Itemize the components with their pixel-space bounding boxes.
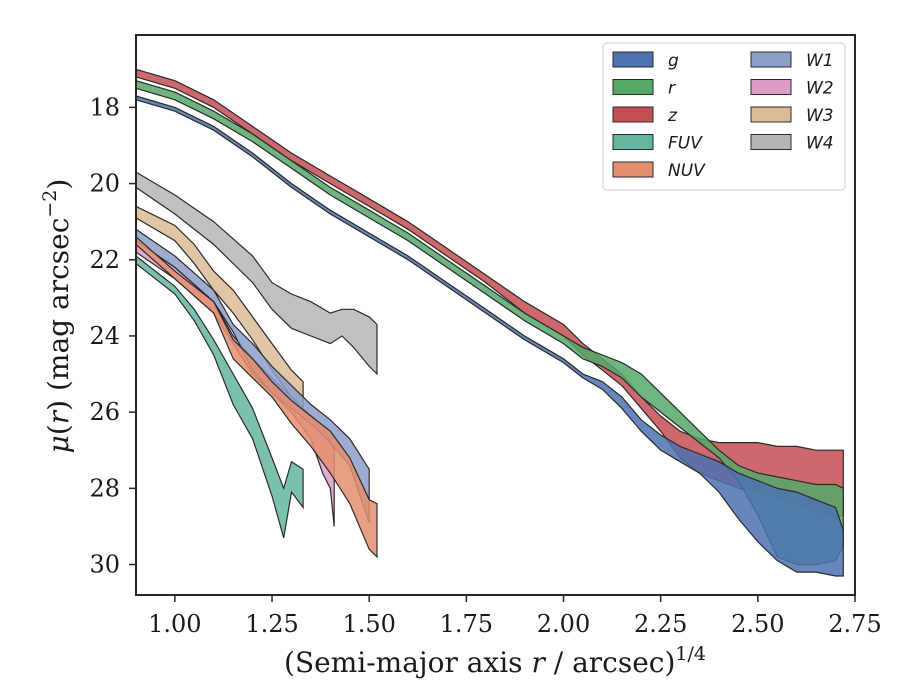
- legend-label-w3: W3: [806, 106, 834, 126]
- series-bands: [135, 68, 844, 577]
- legend-label-g: g: [668, 51, 679, 71]
- legend-label-fuv: FUV: [668, 134, 703, 154]
- legend-swatch-nuv: [612, 161, 654, 178]
- band-w4: [135, 171, 378, 376]
- band-fuv: [135, 254, 304, 539]
- x-tick-label: 1.00: [148, 610, 201, 638]
- x-axis-label: (Semi-major axis r / arcsec)1/4: [284, 643, 706, 679]
- legend-swatch-fuv: [612, 134, 654, 150]
- x-tick-label: 2.25: [634, 610, 687, 638]
- legend-label-nuv: NUV: [668, 161, 706, 181]
- legend-label-w4: W4: [806, 134, 834, 154]
- x-tick-label: 1.25: [245, 610, 298, 638]
- legend-label-r: r: [668, 79, 676, 99]
- x-tick-label: 1.50: [342, 610, 395, 638]
- y-tick-label: 24: [89, 322, 120, 350]
- legend-swatch-w4: [750, 134, 792, 150]
- x-tick-label: 2.50: [731, 610, 784, 638]
- legend-label-z: z: [667, 106, 678, 126]
- legend-label-w1: W1: [806, 51, 834, 71]
- y-axis: 18 20 22 24 26 28 30: [89, 93, 136, 579]
- x-axis: 1.00 1.25 1.50 1.75 2.00 2.25 2.50 2.75: [148, 595, 882, 638]
- legend: grz FUV NUV W1 W2 W3 W4: [602, 42, 846, 191]
- x-tick-label: 2.75: [828, 610, 881, 638]
- x-tick-label: 1.75: [440, 610, 493, 638]
- band-nuv: [135, 235, 378, 559]
- y-tick-label: 22: [89, 246, 120, 274]
- legend-label-w2: W2: [806, 79, 834, 99]
- legend-swatch-z: [612, 106, 654, 123]
- legend-swatch-g: [612, 51, 654, 68]
- y-tick-label: 30: [89, 551, 120, 579]
- y-tick-label: 26: [89, 398, 120, 426]
- x-tick-label: 2.00: [537, 610, 590, 638]
- band-g: [135, 95, 844, 577]
- y-tick-label: 18: [89, 93, 120, 121]
- legend-swatch-w3: [750, 106, 792, 123]
- y-tick-label: 28: [89, 474, 120, 502]
- y-axis-label: μ(r) (mag arcsec−2): [39, 179, 75, 454]
- legend-swatch-r: [612, 79, 654, 95]
- y-tick-label: 20: [89, 170, 120, 198]
- legend-swatch-w1: [750, 51, 792, 68]
- legend-swatch-w2: [750, 79, 792, 95]
- plot-frame: [135, 34, 856, 596]
